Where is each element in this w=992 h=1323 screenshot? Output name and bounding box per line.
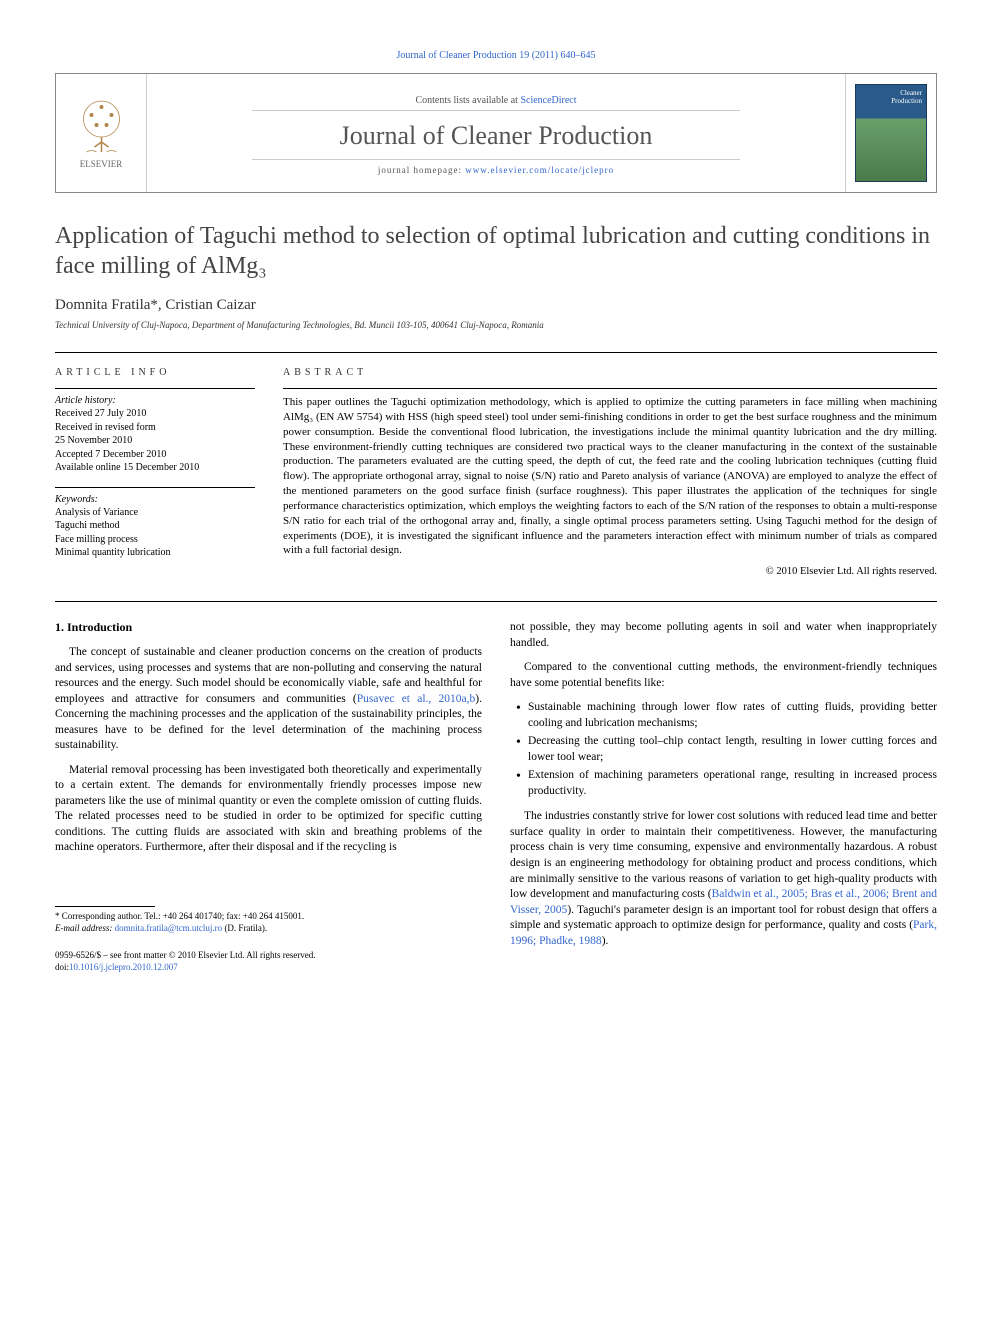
history-line: Available online 15 December 2010 [55,461,255,475]
list-item: Extension of machining parameters operat… [510,768,937,799]
abstract-copyright: © 2010 Elsevier Ltd. All rights reserved… [283,566,937,577]
section-heading: 1. Introduction [55,620,482,635]
doi-link[interactable]: 10.1016/j.jclepro.2010.12.007 [69,962,178,972]
benefits-bullet-list: Sustainable machining through lower flow… [510,700,937,799]
history-block: Article history: Received 27 July 2010 R… [55,388,255,475]
journal-homepage-line: journal homepage: www.elsevier.com/locat… [252,159,741,175]
journal-header-box: ELSEVIER Contents lists available at Sci… [55,73,937,193]
journal-cover-thumb [846,74,936,192]
contents-prefix: Contents lists available at [415,95,520,106]
paragraph: The concept of sustainable and cleaner p… [55,645,482,754]
affiliation-line: Technical University of Cluj-Napoca, Dep… [55,320,937,330]
article-title: Application of Taguchi method to selecti… [55,221,937,281]
article-info-block: ARTICLE INFO Article history: Received 2… [55,367,255,577]
paragraph: Material removal processing has been inv… [55,763,482,856]
keyword-line: Analysis of Variance [55,506,255,520]
keywords-block: Keywords: Analysis of Variance Taguchi m… [55,487,255,560]
paragraph: not possible, they may become polluting … [510,620,937,651]
paragraph: Compared to the conventional cutting met… [510,660,937,691]
elsevier-tree-icon [74,97,129,157]
history-line: 25 November 2010 [55,434,255,448]
list-item: Sustainable machining through lower flow… [510,700,937,731]
email-suffix: (D. Fratila). [222,923,267,933]
keywords-label: Keywords: [55,494,255,505]
info-abstract-row: ARTICLE INFO Article history: Received 2… [55,352,937,577]
history-line: Received 27 July 2010 [55,407,255,421]
sciencedirect-link[interactable]: ScienceDirect [520,95,576,106]
keyword-line: Taguchi method [55,519,255,533]
para-text: ). Taguchi's parameter design is an impo… [510,904,937,932]
doi-line: doi:10.1016/j.jclepro.2010.12.007 [55,962,482,974]
right-column: not possible, they may become polluting … [510,620,937,973]
bottom-meta: 0959-6526/$ – see front matter © 2010 El… [55,950,482,973]
para-text: ). [602,935,609,947]
cover-image [855,84,927,182]
issn-line: 0959-6526/$ – see front matter © 2010 El… [55,950,482,962]
history-line: Accepted 7 December 2010 [55,448,255,462]
contents-available-line: Contents lists available at ScienceDirec… [252,91,741,111]
left-column: 1. Introduction The concept of sustainab… [55,620,482,973]
header-center: Contents lists available at ScienceDirec… [146,74,846,192]
email-footnote: E-mail address: domnita.fratila@tcm.utcl… [55,923,482,935]
citation-link[interactable]: Pusavec et al., 2010a,b [357,693,476,705]
abstract-block: ABSTRACT This paper outlines the Taguchi… [283,367,937,577]
list-item: Decreasing the cutting tool–chip contact… [510,734,937,765]
homepage-link[interactable]: www.elsevier.com/locate/jclepro [465,165,614,175]
history-label: Article history: [55,395,255,406]
homepage-prefix: journal homepage: [378,165,465,175]
keyword-line: Minimal quantity lubrication [55,546,255,560]
paragraph: The industries constantly strive for low… [510,809,937,949]
abstract-text: This paper outlines the Taguchi optimiza… [283,388,937,558]
keyword-line: Face milling process [55,533,255,547]
para-text: The industries constantly strive for low… [510,810,937,900]
abstract-heading: ABSTRACT [283,367,937,378]
doi-prefix: doi: [55,962,69,972]
authors-line: Domnita Fratila*, Cristian Caizar [55,297,937,314]
email-label: E-mail address: [55,923,115,933]
elsevier-logo-block: ELSEVIER [56,74,146,192]
history-line: Received in revised form [55,421,255,435]
corresponding-author-footnote: * Corresponding author. Tel.: +40 264 40… [55,911,482,923]
body-two-column: 1. Introduction The concept of sustainab… [55,601,937,973]
article-info-heading: ARTICLE INFO [55,367,255,378]
author-email-link[interactable]: domnita.fratila@tcm.utcluj.ro [115,923,223,933]
journal-reference: Journal of Cleaner Production 19 (2011) … [55,50,937,61]
elsevier-text: ELSEVIER [80,159,123,169]
footnote-separator [55,906,155,907]
journal-title: Journal of Cleaner Production [340,121,653,151]
